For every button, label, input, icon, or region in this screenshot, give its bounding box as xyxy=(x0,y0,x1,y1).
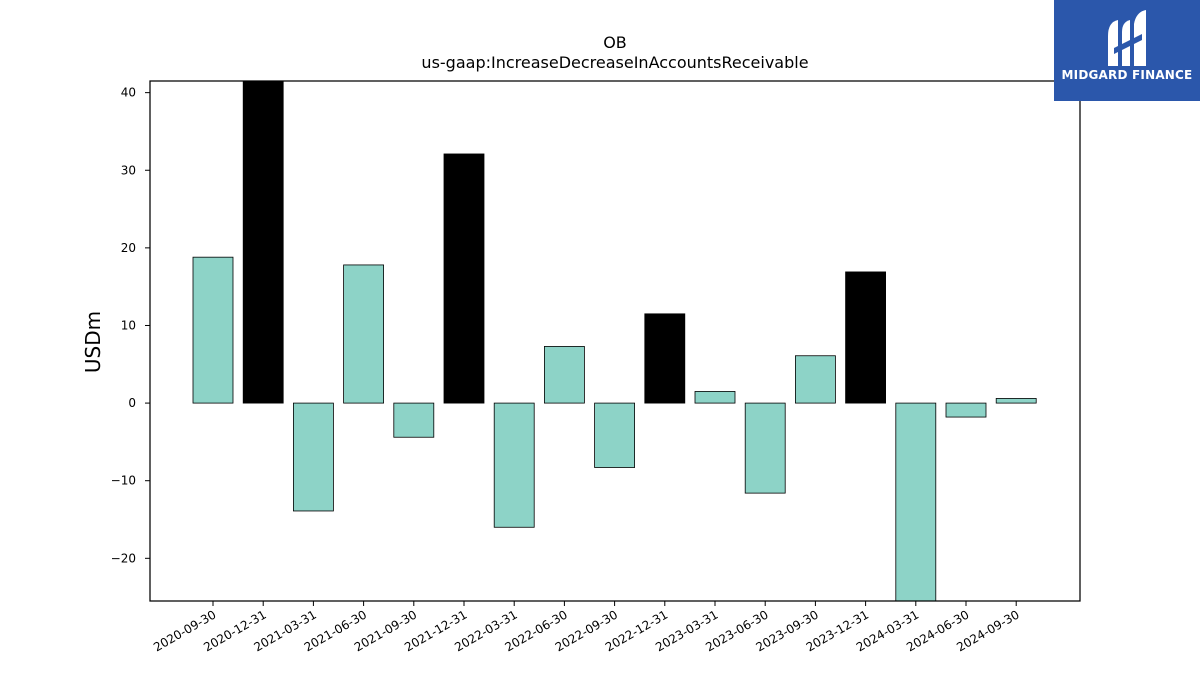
plot-frame xyxy=(149,80,1081,602)
bar-2022-03-31 xyxy=(493,402,535,528)
bar-2021-06-30 xyxy=(343,264,385,404)
bar-2023-03-31 xyxy=(694,391,736,404)
y-tick-label: 10 xyxy=(121,318,136,332)
bar-2023-09-30 xyxy=(795,355,836,404)
bar-2021-09-30 xyxy=(393,402,435,438)
bar-2024-03-31 xyxy=(895,402,937,602)
chart-title: OB xyxy=(603,33,627,52)
brand-logo: MIDGARD FINANCE xyxy=(1054,0,1200,101)
x-axis-ticks: 2020-09-302020-12-312021-03-312021-06-30… xyxy=(151,601,1022,654)
bar-2022-12-31 xyxy=(644,313,686,404)
bar-2021-12-31 xyxy=(443,153,485,404)
bar-2020-09-30 xyxy=(192,256,234,404)
bar-2021-03-31 xyxy=(292,402,334,512)
bar-2024-06-30 xyxy=(945,402,987,418)
y-tick-label: 20 xyxy=(121,241,136,255)
y-tick-label: −10 xyxy=(111,474,136,488)
chart-subtitle: us-gaap:IncreaseDecreaseInAccountsReceiv… xyxy=(421,53,808,72)
y-tick-label: 30 xyxy=(121,163,136,177)
y-axis-label: USDm xyxy=(81,311,105,373)
logo-mark-icon xyxy=(1108,10,1146,66)
logo-text: MIDGARD FINANCE xyxy=(1061,68,1193,82)
y-tick-label: 0 xyxy=(128,396,136,410)
bars-group xyxy=(192,80,1037,602)
bar-2023-06-30 xyxy=(744,402,786,494)
bar-2022-06-30 xyxy=(544,346,585,404)
y-axis-ticks: −20 −10 0 10 20 30 40 xyxy=(111,86,150,565)
y-tick-label: 40 xyxy=(121,86,136,100)
bar-2020-12-31 xyxy=(242,80,284,404)
y-tick-label: −20 xyxy=(111,551,136,565)
bar-2022-09-30 xyxy=(594,402,635,468)
bar-2023-12-31 xyxy=(845,271,886,404)
bar-2024-09-30 xyxy=(995,398,1037,404)
